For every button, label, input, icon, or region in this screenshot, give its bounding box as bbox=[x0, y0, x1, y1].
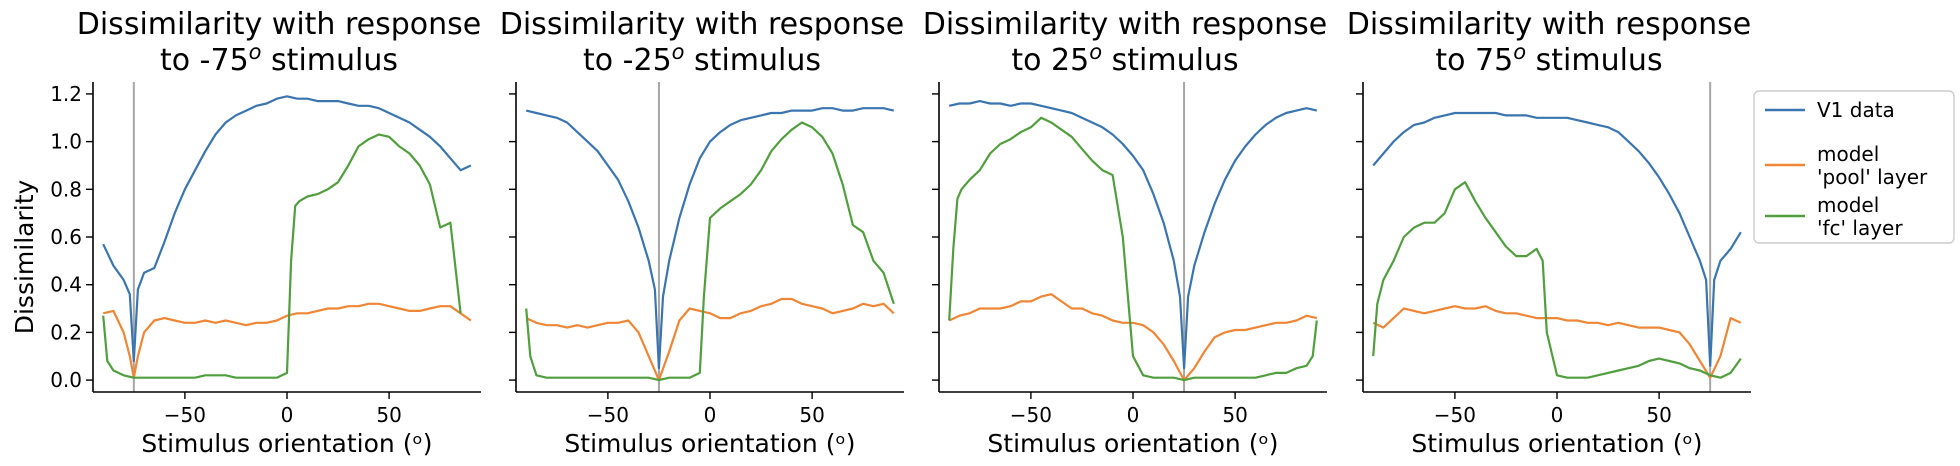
x-axis-label: Stimulus orientation (ᵒ) bbox=[1411, 429, 1702, 458]
legend-label: model'fc' layer bbox=[1817, 193, 1903, 240]
panel-title-line1: Dissimilarity with response bbox=[923, 7, 1327, 42]
panel-title-line1: Dissimilarity with response bbox=[500, 7, 904, 42]
series-line-fc bbox=[948, 116, 1318, 382]
y-tick-label: 0.6 bbox=[50, 225, 82, 249]
x-tick-label: 50 bbox=[1646, 403, 1671, 427]
series-line-fc bbox=[525, 121, 895, 382]
y-tick-label: 0.0 bbox=[50, 368, 82, 392]
legend-box bbox=[1753, 90, 1955, 244]
panel-title-line2: to 75o stimulus bbox=[1435, 40, 1662, 78]
y-tick-label: 1.2 bbox=[50, 82, 82, 106]
panel-title-line1: Dissimilarity with response bbox=[77, 7, 481, 42]
y-tick-label: 0.2 bbox=[50, 320, 82, 344]
series-line-pool bbox=[102, 302, 472, 379]
x-tick-label: 0 bbox=[281, 403, 294, 427]
y-tick-label: 0.8 bbox=[50, 177, 82, 201]
panel-title-line2: to -25o stimulus bbox=[583, 40, 821, 78]
x-axis-label: Stimulus orientation (ᵒ) bbox=[141, 429, 432, 458]
x-tick-label: −50 bbox=[1010, 403, 1052, 427]
series-line-fc bbox=[102, 133, 462, 379]
x-tick-label: 0 bbox=[1551, 403, 1564, 427]
panel-title-line2: to -75o stimulus bbox=[160, 40, 398, 78]
x-tick-label: −50 bbox=[1434, 403, 1476, 427]
legend-label: V1 data bbox=[1817, 98, 1895, 122]
x-tick-label: −50 bbox=[587, 403, 629, 427]
x-tick-label: −50 bbox=[164, 403, 206, 427]
x-tick-label: 0 bbox=[704, 403, 717, 427]
series-line-v1 bbox=[102, 95, 472, 363]
series-line-v1 bbox=[1372, 111, 1742, 367]
x-tick-label: 50 bbox=[799, 403, 824, 427]
x-tick-label: 50 bbox=[1222, 403, 1247, 427]
series-line-pool bbox=[1372, 305, 1742, 379]
x-tick-label: 0 bbox=[1127, 403, 1140, 427]
y-tick-label: 1.0 bbox=[50, 130, 82, 154]
series-line-pool bbox=[525, 297, 895, 382]
y-tick-label: 0.4 bbox=[50, 273, 82, 297]
series-line-v1 bbox=[525, 107, 895, 370]
x-axis-label: Stimulus orientation (ᵒ) bbox=[564, 429, 855, 458]
x-tick-label: 50 bbox=[376, 403, 401, 427]
series-line-pool bbox=[948, 293, 1318, 382]
legend-label: model'pool' layer bbox=[1817, 142, 1928, 189]
series-line-fc bbox=[1372, 181, 1742, 379]
series-line-v1 bbox=[948, 99, 1318, 370]
y-axis-label: Dissimilarity bbox=[10, 180, 39, 335]
panel-title-line2: to 25o stimulus bbox=[1011, 40, 1238, 78]
x-axis-label: Stimulus orientation (ᵒ) bbox=[987, 429, 1278, 458]
panel-title-line1: Dissimilarity with response bbox=[1347, 7, 1751, 42]
